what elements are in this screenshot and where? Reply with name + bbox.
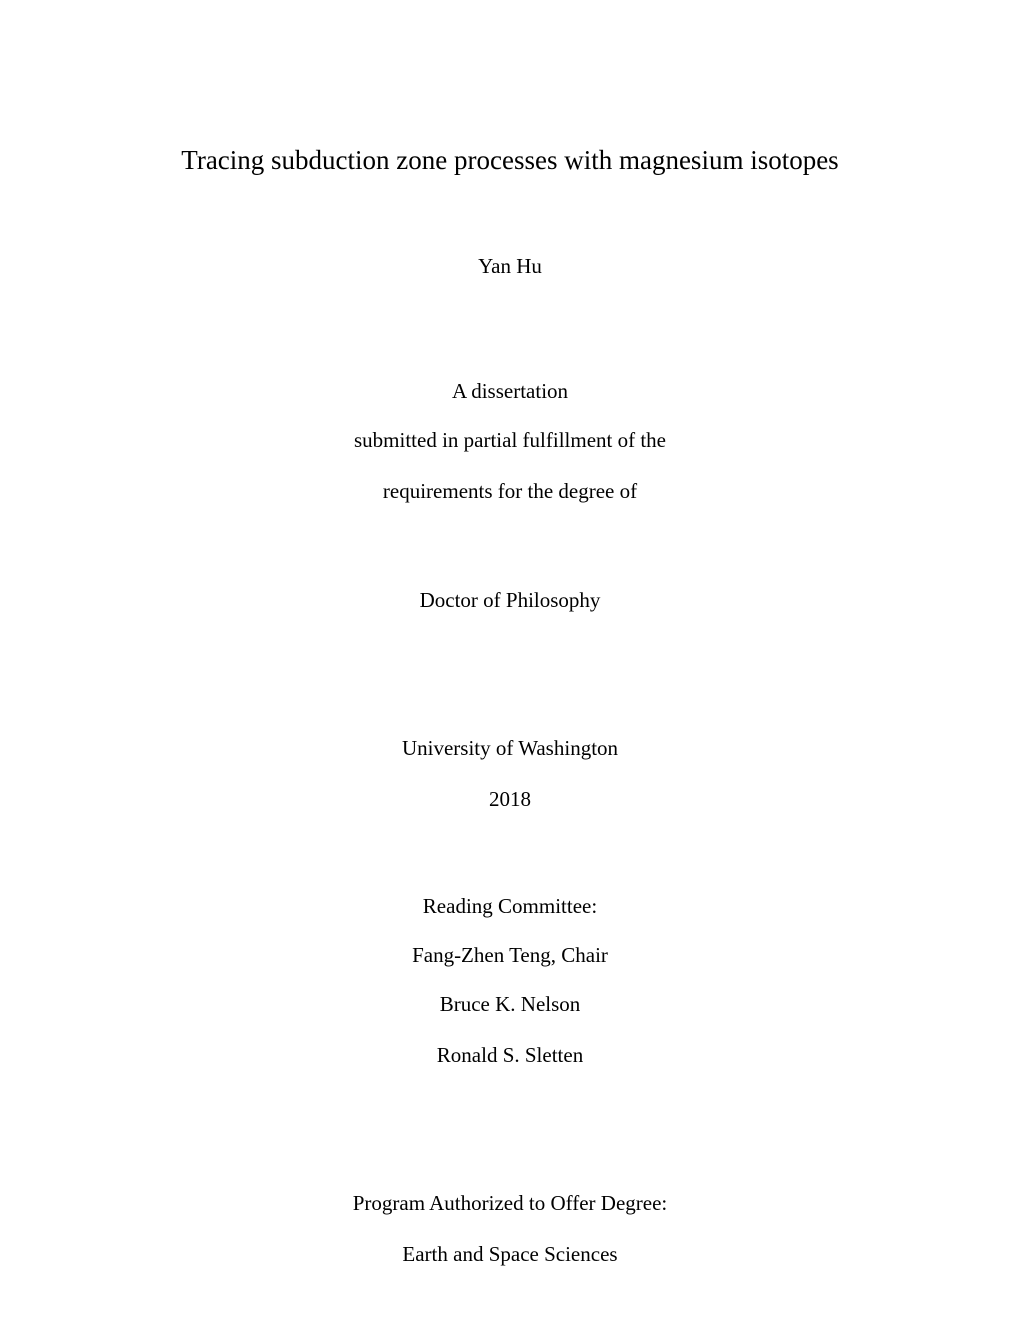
dissertation-line-2: submitted in partial fulfillment of the xyxy=(0,428,1020,453)
committee-heading: Reading Committee: xyxy=(0,894,1020,919)
year: 2018 xyxy=(0,785,1020,814)
committee-member-2: Ronald S. Sletten xyxy=(0,1041,1020,1070)
dissertation-line-1: A dissertation xyxy=(0,379,1020,404)
program-name: Earth and Space Sciences xyxy=(0,1240,1020,1269)
degree-name: Doctor of Philosophy xyxy=(0,586,1020,615)
dissertation-title: Tracing subduction zone processes with m… xyxy=(0,145,1020,176)
committee-chair: Fang-Zhen Teng, Chair xyxy=(0,943,1020,968)
committee-member-1: Bruce K. Nelson xyxy=(0,992,1020,1017)
institution-name: University of Washington xyxy=(0,736,1020,761)
program-heading: Program Authorized to Offer Degree: xyxy=(0,1191,1020,1216)
author-name: Yan Hu xyxy=(0,254,1020,279)
dissertation-line-3: requirements for the degree of xyxy=(0,477,1020,506)
